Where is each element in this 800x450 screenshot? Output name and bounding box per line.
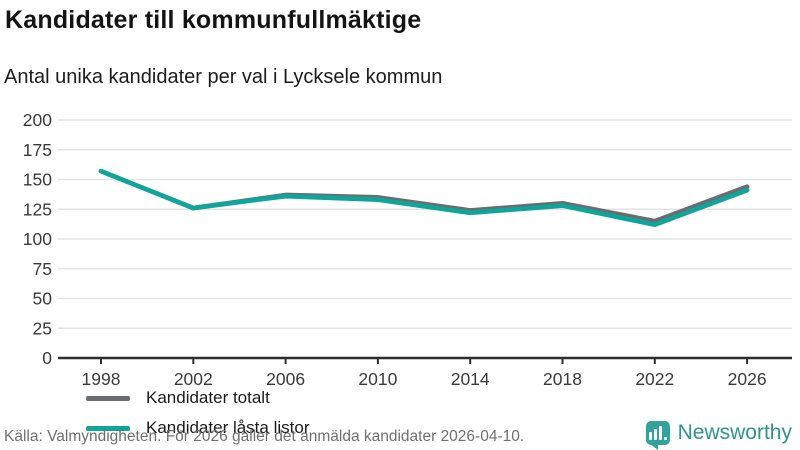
- svg-text:175: 175: [23, 140, 52, 160]
- svg-text:2002: 2002: [174, 369, 213, 389]
- svg-text:2006: 2006: [266, 369, 305, 389]
- svg-text:2026: 2026: [728, 369, 767, 389]
- svg-text:2014: 2014: [451, 369, 490, 389]
- newsworthy-chart-bubble-icon: [645, 421, 670, 450]
- legend-swatch-locked-lists: [86, 425, 130, 431]
- legend-item-total: Kandidater totalt: [86, 383, 312, 413]
- svg-text:200: 200: [23, 110, 52, 130]
- legend-swatch-total: [86, 395, 130, 401]
- svg-text:125: 125: [23, 199, 52, 219]
- svg-text:75: 75: [33, 259, 52, 279]
- svg-text:1998: 1998: [82, 369, 121, 389]
- svg-text:25: 25: [33, 318, 52, 338]
- svg-text:2022: 2022: [635, 369, 674, 389]
- svg-text:50: 50: [33, 289, 53, 309]
- legend-item-locked-lists: Kandidater låsta listor: [86, 413, 313, 443]
- source-note: Källa: Valmyndigheten. För 2026 gäller d…: [4, 428, 525, 445]
- newsworthy-wordmark: Newsworthy: [677, 421, 792, 444]
- svg-text:2010: 2010: [358, 369, 397, 389]
- svg-text:2018: 2018: [543, 369, 582, 389]
- svg-text:0: 0: [42, 348, 52, 368]
- svg-text:150: 150: [23, 170, 52, 190]
- newsworthy-logo: Newsworthy: [645, 417, 792, 450]
- legend-label-locked-lists: Kandidater låsta listor: [143, 417, 313, 439]
- svg-text:100: 100: [23, 229, 52, 249]
- page-title: Kandidater till kommunfullmäktige: [5, 6, 422, 34]
- chart-subtitle: Antal unika kandidater per val i Lycksel…: [4, 66, 443, 88]
- chart-legend: Kandidater totalt Kandidater låsta listo…: [86, 383, 313, 443]
- legend-label-total: Kandidater totalt: [143, 387, 273, 409]
- line-chart-canvas: 0 25 50 75 100 125 150 175 200 1998 2002 2006 2010 20…: [23, 110, 792, 389]
- line-chart: 0 25 50 75 100 125 150 175 200 1998 2002 2006 2010 20…: [0, 100, 800, 439]
